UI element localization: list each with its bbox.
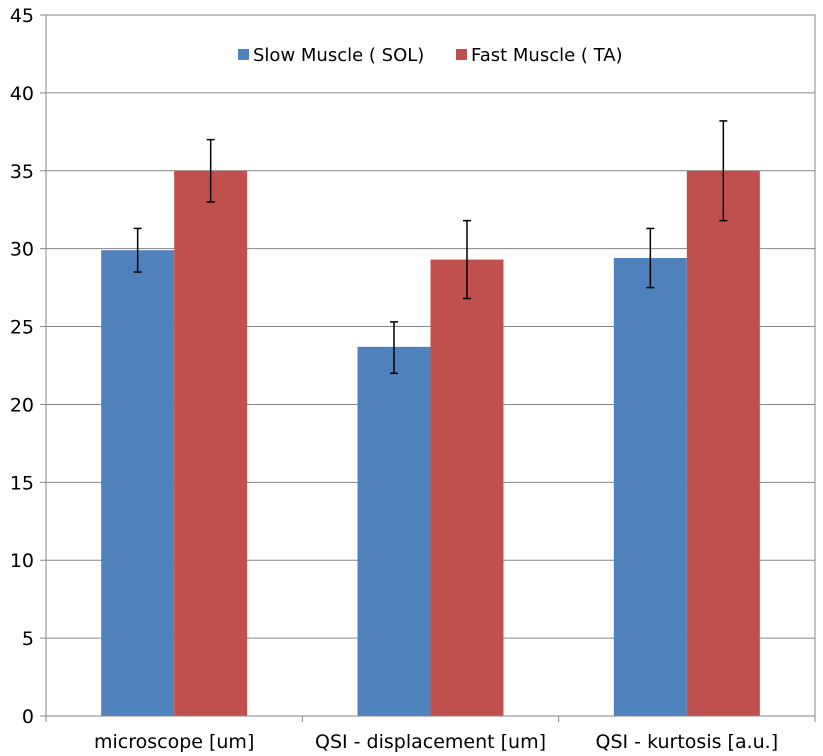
legend-swatch bbox=[238, 49, 249, 60]
axes bbox=[45, 14, 816, 722]
y-axis-ticks: 0 5 10 15 20 25 30 35 40 45 bbox=[10, 5, 46, 728]
bar bbox=[357, 346, 431, 716]
bar bbox=[686, 170, 760, 716]
legend-label: Fast Muscle ( TA) bbox=[471, 45, 623, 66]
y-tick-label: 15 bbox=[10, 472, 34, 494]
x-category-label: QSI - kurtosis [a.u.] bbox=[596, 731, 779, 753]
bar bbox=[101, 250, 175, 717]
legend-swatch bbox=[456, 49, 467, 60]
y-tick-label: 0 bbox=[22, 706, 34, 728]
y-tick-label: 25 bbox=[10, 317, 34, 339]
y-tick-label: 20 bbox=[10, 394, 34, 416]
x-axis-categories: microscope [um] QSI - displacement [um] QS… bbox=[94, 731, 778, 753]
y-tick-label: 40 bbox=[10, 83, 34, 105]
x-category-label: microscope [um] bbox=[94, 731, 254, 753]
bar bbox=[613, 258, 687, 716]
y-tick-label: 5 bbox=[22, 628, 34, 650]
bar bbox=[430, 259, 504, 716]
bars-group bbox=[101, 170, 760, 717]
legend: Slow Muscle ( SOL) Fast Muscle ( TA) bbox=[238, 45, 623, 66]
error-bars-group bbox=[133, 120, 728, 375]
y-tick-label: 30 bbox=[10, 239, 34, 261]
y-tick-label: 35 bbox=[10, 161, 34, 183]
y-tick-label: 45 bbox=[10, 5, 34, 27]
x-category-label: QSI - displacement [um] bbox=[315, 731, 546, 753]
legend-label: Slow Muscle ( SOL) bbox=[253, 45, 424, 66]
bar bbox=[174, 170, 248, 716]
y-tick-label: 10 bbox=[10, 550, 34, 572]
